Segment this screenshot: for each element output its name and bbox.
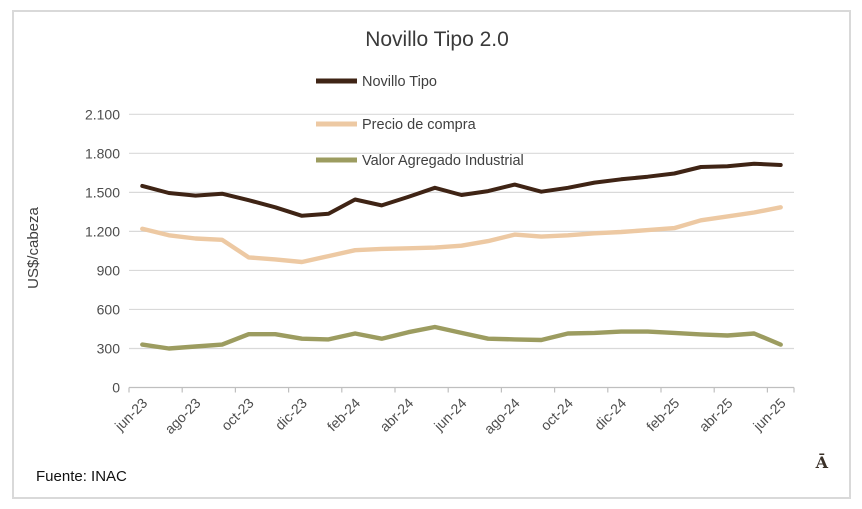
y-tick-label-1.800: 1.800 <box>85 145 120 161</box>
legend-item-novillo-tipo[interactable]: Novillo Tipo <box>316 74 437 90</box>
gridlines <box>129 113 794 389</box>
y-tick-label-600: 600 <box>97 301 121 317</box>
series-line-novillo-tipo[interactable] <box>140 161 783 218</box>
x-tick-label-oct-24: oct-24 <box>537 395 576 434</box>
legend-label-valor-agregado-industrial: Valor Agregado Industrial <box>362 153 524 169</box>
legend-item-precio-de-compra[interactable]: Precio de compra <box>316 117 477 133</box>
x-tick-label-oct-23: oct-23 <box>218 395 257 434</box>
x-tick-label-abr-24: abr-24 <box>376 395 416 435</box>
legend: Novillo Tipo Precio de compra Valor Agre… <box>316 74 524 169</box>
x-tick-label-ago-24: ago-24 <box>481 395 523 437</box>
legend-label-precio-de-compra: Precio de compra <box>362 117 477 133</box>
x-tick-label-ago-23: ago-23 <box>161 395 203 437</box>
x-axis-tick-labels: jun-23 ago-23 oct-23 dic-23 feb-24 abr-24 jun-… <box>111 395 789 437</box>
series-line-valor-agregado-industrial[interactable] <box>140 324 783 351</box>
source-note: Fuente: INAC <box>36 468 127 485</box>
x-tick-label-jun-24: jun-24 <box>430 395 470 435</box>
y-tick-label-2.100: 2.100 <box>85 106 120 122</box>
y-axis-tick-labels: 0 300 600 900 1.200 1.500 1.800 2.100 <box>85 106 120 395</box>
x-tick-label-dic-23: dic-23 <box>272 395 310 433</box>
chart-title: Novillo Tipo 2.0 <box>365 28 509 51</box>
x-axis <box>128 387 795 393</box>
x-tick-label-jun-23: jun-23 <box>111 395 151 435</box>
x-tick-label-abr-25: abr-25 <box>696 395 736 435</box>
x-tick-label-jun-25: jun-25 <box>749 395 789 435</box>
y-axis-title: US$/cabeza <box>25 206 42 288</box>
y-tick-label-900: 900 <box>97 262 121 278</box>
page-border <box>12 10 851 499</box>
y-tick-label-0: 0 <box>112 380 120 396</box>
y-tick-label-1.500: 1.500 <box>85 184 120 200</box>
x-tick-label-feb-25: feb-25 <box>643 395 683 435</box>
plot-area[interactable] <box>140 161 783 351</box>
x-tick-label-feb-24: feb-24 <box>324 395 364 435</box>
x-tick-label-dic-24: dic-24 <box>591 395 629 433</box>
logo-mark: Ā <box>815 452 829 472</box>
legend-label-novillo-tipo: Novillo Tipo <box>362 74 437 90</box>
series-line-precio-de-compra[interactable] <box>140 205 783 265</box>
legend-item-valor-agregado-industrial[interactable]: Valor Agregado Industrial <box>316 153 524 169</box>
y-tick-label-1.200: 1.200 <box>85 223 120 239</box>
y-tick-label-300: 300 <box>97 340 121 356</box>
